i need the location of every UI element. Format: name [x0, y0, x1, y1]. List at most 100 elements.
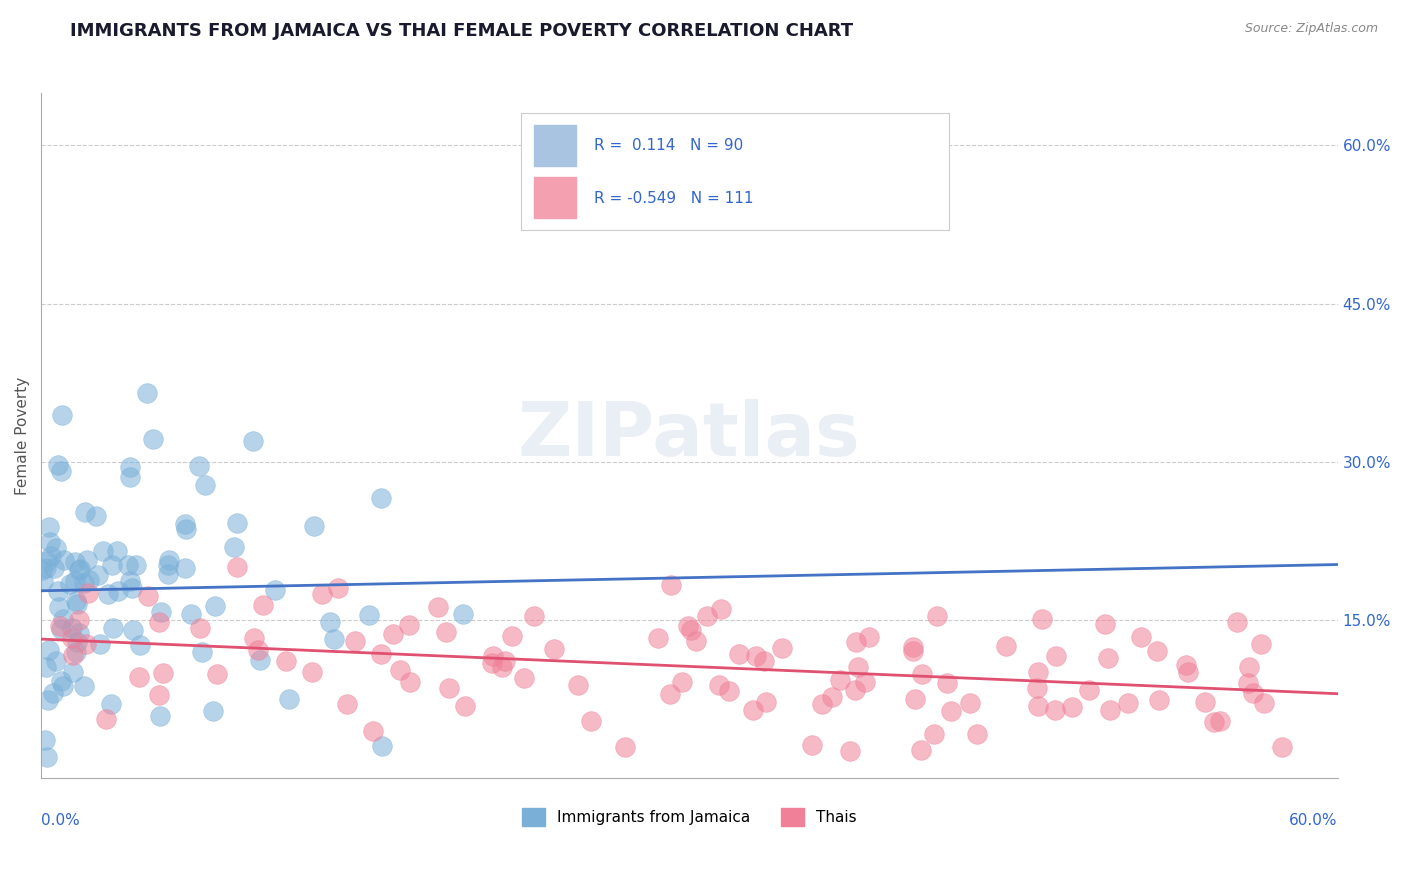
- Point: [399, 675, 422, 690]
- Point: [37, 693, 59, 707]
- Point: [59, 576, 82, 591]
- Point: [370, 491, 392, 505]
- Point: [38, 643, 60, 657]
- Point: [707, 678, 730, 692]
- Point: [51, 408, 73, 422]
- Point: [770, 640, 793, 655]
- Point: [910, 743, 932, 757]
- Point: [647, 631, 669, 645]
- Point: [343, 634, 366, 648]
- Point: [1026, 665, 1049, 679]
- Point: [1241, 685, 1264, 699]
- Point: [696, 608, 718, 623]
- Point: [676, 619, 699, 633]
- Point: [939, 704, 962, 718]
- Point: [157, 553, 180, 567]
- Point: [69, 561, 91, 575]
- Point: [42, 561, 65, 575]
- Point: [75, 505, 97, 519]
- Point: [846, 660, 869, 674]
- Point: [94, 713, 117, 727]
- Point: [73, 576, 96, 591]
- Point: [357, 608, 380, 623]
- Point: [39, 549, 62, 564]
- Point: [180, 607, 202, 622]
- Point: [1077, 682, 1099, 697]
- Point: [247, 642, 270, 657]
- Point: [84, 508, 107, 523]
- Point: [149, 708, 172, 723]
- Point: [242, 631, 264, 645]
- Point: [45, 654, 67, 668]
- Point: [31, 563, 53, 577]
- Point: [148, 688, 170, 702]
- Point: [46, 584, 69, 599]
- Point: [336, 697, 359, 711]
- Point: [148, 615, 170, 630]
- Point: [65, 645, 87, 659]
- Point: [800, 738, 823, 752]
- Text: ZIPatlas: ZIPatlas: [517, 399, 860, 472]
- Point: [322, 632, 344, 647]
- Point: [311, 587, 333, 601]
- Point: [128, 638, 150, 652]
- Point: [671, 675, 693, 690]
- Point: [35, 750, 58, 764]
- Point: [1028, 699, 1050, 714]
- Point: [853, 675, 876, 690]
- Point: [302, 518, 325, 533]
- Point: [744, 648, 766, 663]
- Point: [63, 555, 86, 569]
- Point: [752, 655, 775, 669]
- Point: [1177, 665, 1199, 679]
- Point: [152, 666, 174, 681]
- Point: [1045, 648, 1067, 663]
- Point: [481, 656, 503, 670]
- Point: [157, 566, 180, 581]
- Point: [224, 540, 246, 554]
- Point: [728, 647, 751, 661]
- Point: [858, 630, 880, 644]
- Point: [523, 609, 546, 624]
- Point: [658, 687, 681, 701]
- Point: [1250, 637, 1272, 651]
- Point: [65, 594, 87, 608]
- Point: [39, 535, 62, 549]
- Point: [1097, 651, 1119, 665]
- Point: [225, 516, 247, 531]
- Point: [454, 698, 477, 713]
- Point: [718, 683, 741, 698]
- Point: [1253, 696, 1275, 710]
- Point: [53, 553, 76, 567]
- Point: [904, 691, 927, 706]
- Point: [173, 561, 195, 575]
- Point: [77, 574, 100, 588]
- Point: [427, 599, 450, 614]
- Point: [107, 584, 129, 599]
- Point: [89, 637, 111, 651]
- Point: [959, 696, 981, 710]
- Y-axis label: Female Poverty: Female Poverty: [15, 376, 30, 494]
- Point: [845, 634, 868, 648]
- Point: [205, 667, 228, 681]
- Point: [1236, 676, 1258, 690]
- Point: [122, 624, 145, 638]
- Point: [100, 697, 122, 711]
- Point: [301, 665, 323, 679]
- Point: [1174, 658, 1197, 673]
- Point: [710, 602, 733, 616]
- Point: [67, 563, 90, 577]
- Point: [194, 478, 217, 492]
- Point: [1026, 681, 1049, 695]
- Point: [1099, 703, 1122, 717]
- Point: [1031, 612, 1053, 626]
- Point: [103, 621, 125, 635]
- Legend: Immigrants from Jamaica, Thais: Immigrants from Jamaica, Thais: [516, 801, 863, 832]
- Point: [263, 583, 285, 598]
- Point: [382, 627, 405, 641]
- Point: [201, 704, 224, 718]
- Point: [252, 598, 274, 612]
- Point: [34, 659, 56, 673]
- Point: [903, 640, 925, 655]
- Point: [75, 637, 97, 651]
